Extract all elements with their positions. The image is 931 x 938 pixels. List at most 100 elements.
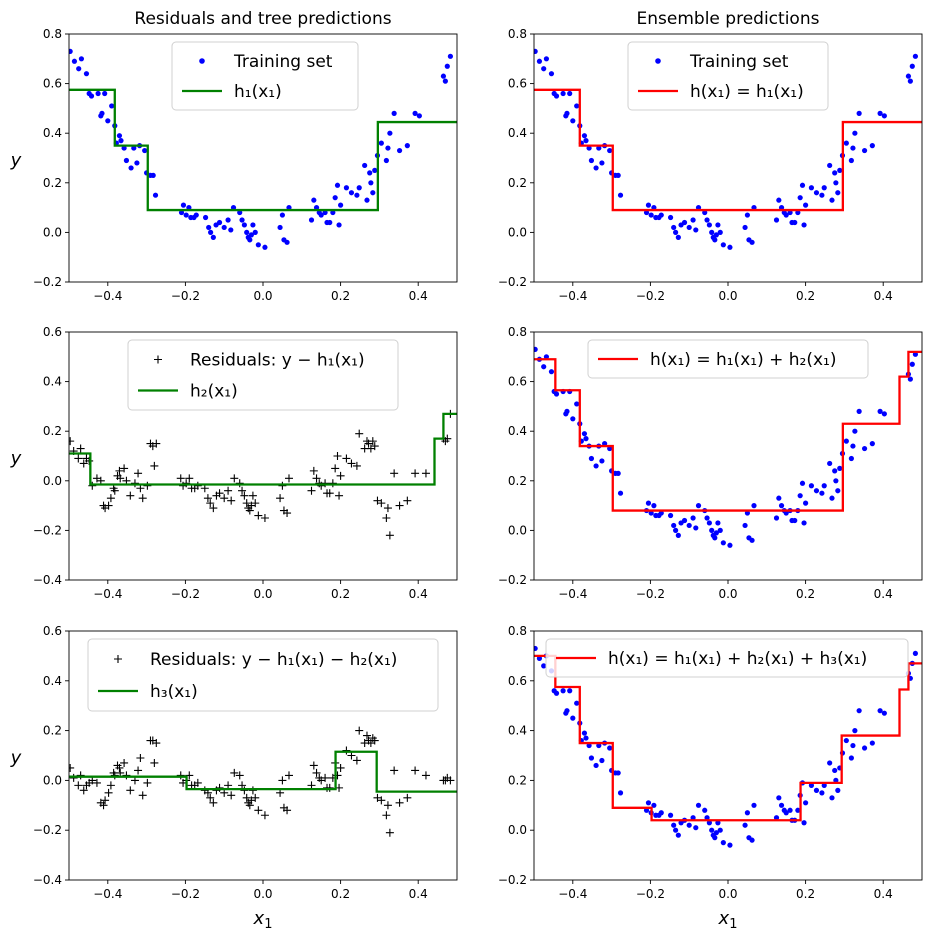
data-point: [343, 185, 350, 191]
data-point: [209, 798, 218, 807]
data-point: [325, 489, 334, 498]
data-point: [651, 205, 657, 211]
data-point: [599, 757, 605, 764]
data-point: [801, 820, 807, 826]
data-point: [309, 761, 318, 770]
data-point: [695, 205, 702, 211]
data-point: [686, 224, 692, 231]
title-right: Ensemble predictions: [637, 9, 820, 29]
data-point: [675, 234, 681, 240]
panel-p21: −0.4 −0.2 0.0 0.2 0.4 −0.4 −0.2 0.0 0.2 0.4 0.6 y Re…: [10, 325, 458, 601]
data-point: [912, 650, 919, 657]
plot-area: [534, 346, 922, 548]
data-point: [276, 494, 285, 503]
data-point: [534, 346, 538, 352]
data-point: [279, 212, 285, 218]
data-point: [560, 90, 566, 97]
data-point: [792, 517, 798, 524]
data-point: [675, 532, 681, 538]
data-point: [709, 827, 715, 833]
data-point: [693, 525, 699, 531]
data-point: [193, 778, 202, 787]
legend-label: h(x₁) = h₁(x₁) + h₂(x₁): [650, 350, 836, 370]
data-point: [593, 762, 599, 769]
data-point: [912, 53, 919, 59]
data-point: [283, 806, 292, 815]
data-point: [202, 214, 209, 221]
x-tick-label: −0.4: [93, 289, 122, 303]
legend-handle: [199, 58, 205, 64]
data-point: [255, 242, 261, 248]
x-axis-label: x1: [718, 908, 738, 932]
data-point: [543, 56, 550, 62]
data-point: [850, 742, 856, 749]
data-point: [248, 786, 257, 795]
data-point: [704, 217, 710, 223]
y-tick-label: 0.2: [508, 176, 527, 190]
data-point: [651, 503, 657, 509]
data-point: [193, 481, 202, 490]
data-point: [240, 491, 249, 500]
data-point: [284, 771, 293, 780]
data-point: [536, 58, 543, 64]
data-point: [813, 787, 820, 793]
data-point: [693, 825, 699, 831]
data-point: [877, 110, 883, 116]
data-point: [645, 800, 652, 806]
data-point: [115, 763, 124, 772]
data-point: [327, 219, 333, 226]
data-point: [342, 746, 351, 755]
data-point: [848, 755, 854, 761]
legend: h(x₁) = h₁(x₁) + h₂(x₁) + h₃(x₁): [545, 638, 909, 678]
data-point: [383, 504, 392, 513]
y-tick-label: 0.4: [508, 724, 527, 738]
legend: Training set h₁(x₁): [171, 41, 359, 111]
data-point: [370, 190, 376, 196]
data-point: [385, 145, 391, 151]
legend-label: Training set: [233, 52, 333, 72]
data-point: [713, 830, 719, 836]
data-point: [574, 700, 580, 706]
data-point: [396, 147, 403, 154]
data-point: [136, 753, 145, 762]
data-point: [712, 535, 718, 541]
data-point: [313, 205, 320, 211]
data-point: [645, 500, 652, 506]
data-point: [567, 90, 573, 97]
data-point: [713, 530, 719, 536]
data-point: [416, 113, 422, 119]
data-point: [69, 773, 78, 782]
data-point: [570, 118, 576, 124]
data-point: [819, 790, 825, 796]
data-point: [808, 782, 815, 788]
x-tick-label: −0.2: [636, 887, 665, 901]
data-point: [607, 745, 613, 751]
data-point: [808, 483, 815, 489]
data-point: [617, 192, 624, 198]
data-point: [411, 469, 420, 478]
data-point: [787, 807, 793, 813]
data-point: [215, 783, 224, 792]
legend-handle: [655, 58, 661, 64]
data-point: [749, 239, 755, 245]
data-point: [658, 510, 664, 516]
data-point: [312, 474, 321, 483]
data-point: [751, 802, 757, 808]
panel-p32: −0.4 −0.2 0.0 0.2 0.4 −0.2 0.0 0.2 0.4 0.6 0.8 x1 h(…: [498, 624, 923, 932]
data-point: [322, 209, 328, 216]
data-point: [126, 786, 135, 795]
data-point: [411, 766, 420, 775]
data-point: [79, 459, 88, 468]
y-tick-label: 0.4: [508, 126, 527, 140]
legend-box: [545, 638, 909, 678]
y-tick-label: −0.2: [498, 275, 527, 289]
data-point: [693, 227, 699, 233]
data-point: [541, 364, 547, 370]
data-point: [387, 130, 393, 136]
x-tick-label: 0.0: [253, 887, 272, 901]
data-point: [821, 782, 827, 788]
data-point: [443, 434, 452, 443]
data-point: [338, 202, 344, 208]
y-axis-label: y: [10, 448, 22, 469]
data-point: [797, 493, 803, 499]
